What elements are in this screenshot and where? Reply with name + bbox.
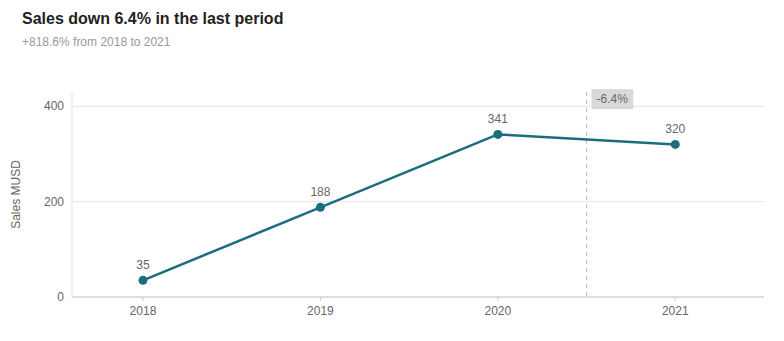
grid-line (72, 106, 764, 107)
x-tick-label: 2021 (662, 304, 689, 318)
point (316, 203, 325, 212)
point (138, 276, 147, 285)
x-axis-line (72, 297, 764, 298)
x-tick (497, 297, 498, 301)
annotation: -6.4% (592, 89, 634, 109)
x-tick (320, 297, 321, 301)
x-tick-label: 2018 (130, 304, 157, 318)
data-label: 320 (665, 122, 685, 136)
x-tick-label: 2020 (484, 304, 511, 318)
x-tick-label: 2019 (307, 304, 334, 318)
grid-line (72, 297, 764, 298)
title: Sales down 6.4% in the last period (22, 10, 283, 27)
data-label: 35 (136, 258, 150, 272)
point (493, 130, 502, 139)
data-label: 188 (310, 185, 330, 199)
grid-line (72, 201, 764, 202)
x-tick (675, 297, 676, 301)
y-axis-line (72, 92, 73, 297)
line (143, 134, 675, 280)
x-tick (142, 297, 143, 301)
reference-line (586, 92, 587, 297)
y-tick-label: 400 (44, 99, 64, 113)
y-axis-label: Sales MUSD (9, 160, 23, 229)
plot-area (138, 92, 679, 297)
annotation-box (592, 89, 634, 109)
y-tick-label: 0 (57, 290, 64, 304)
subtitle: +818.6% from 2018 to 2021 (22, 35, 171, 49)
y-tick-label: 200 (44, 195, 64, 209)
annotation-text: -6.4% (597, 92, 629, 106)
chart: Sales down 6.4% in the last period +818.6… (0, 0, 784, 341)
point (671, 140, 680, 149)
data-label: 341 (488, 112, 508, 126)
